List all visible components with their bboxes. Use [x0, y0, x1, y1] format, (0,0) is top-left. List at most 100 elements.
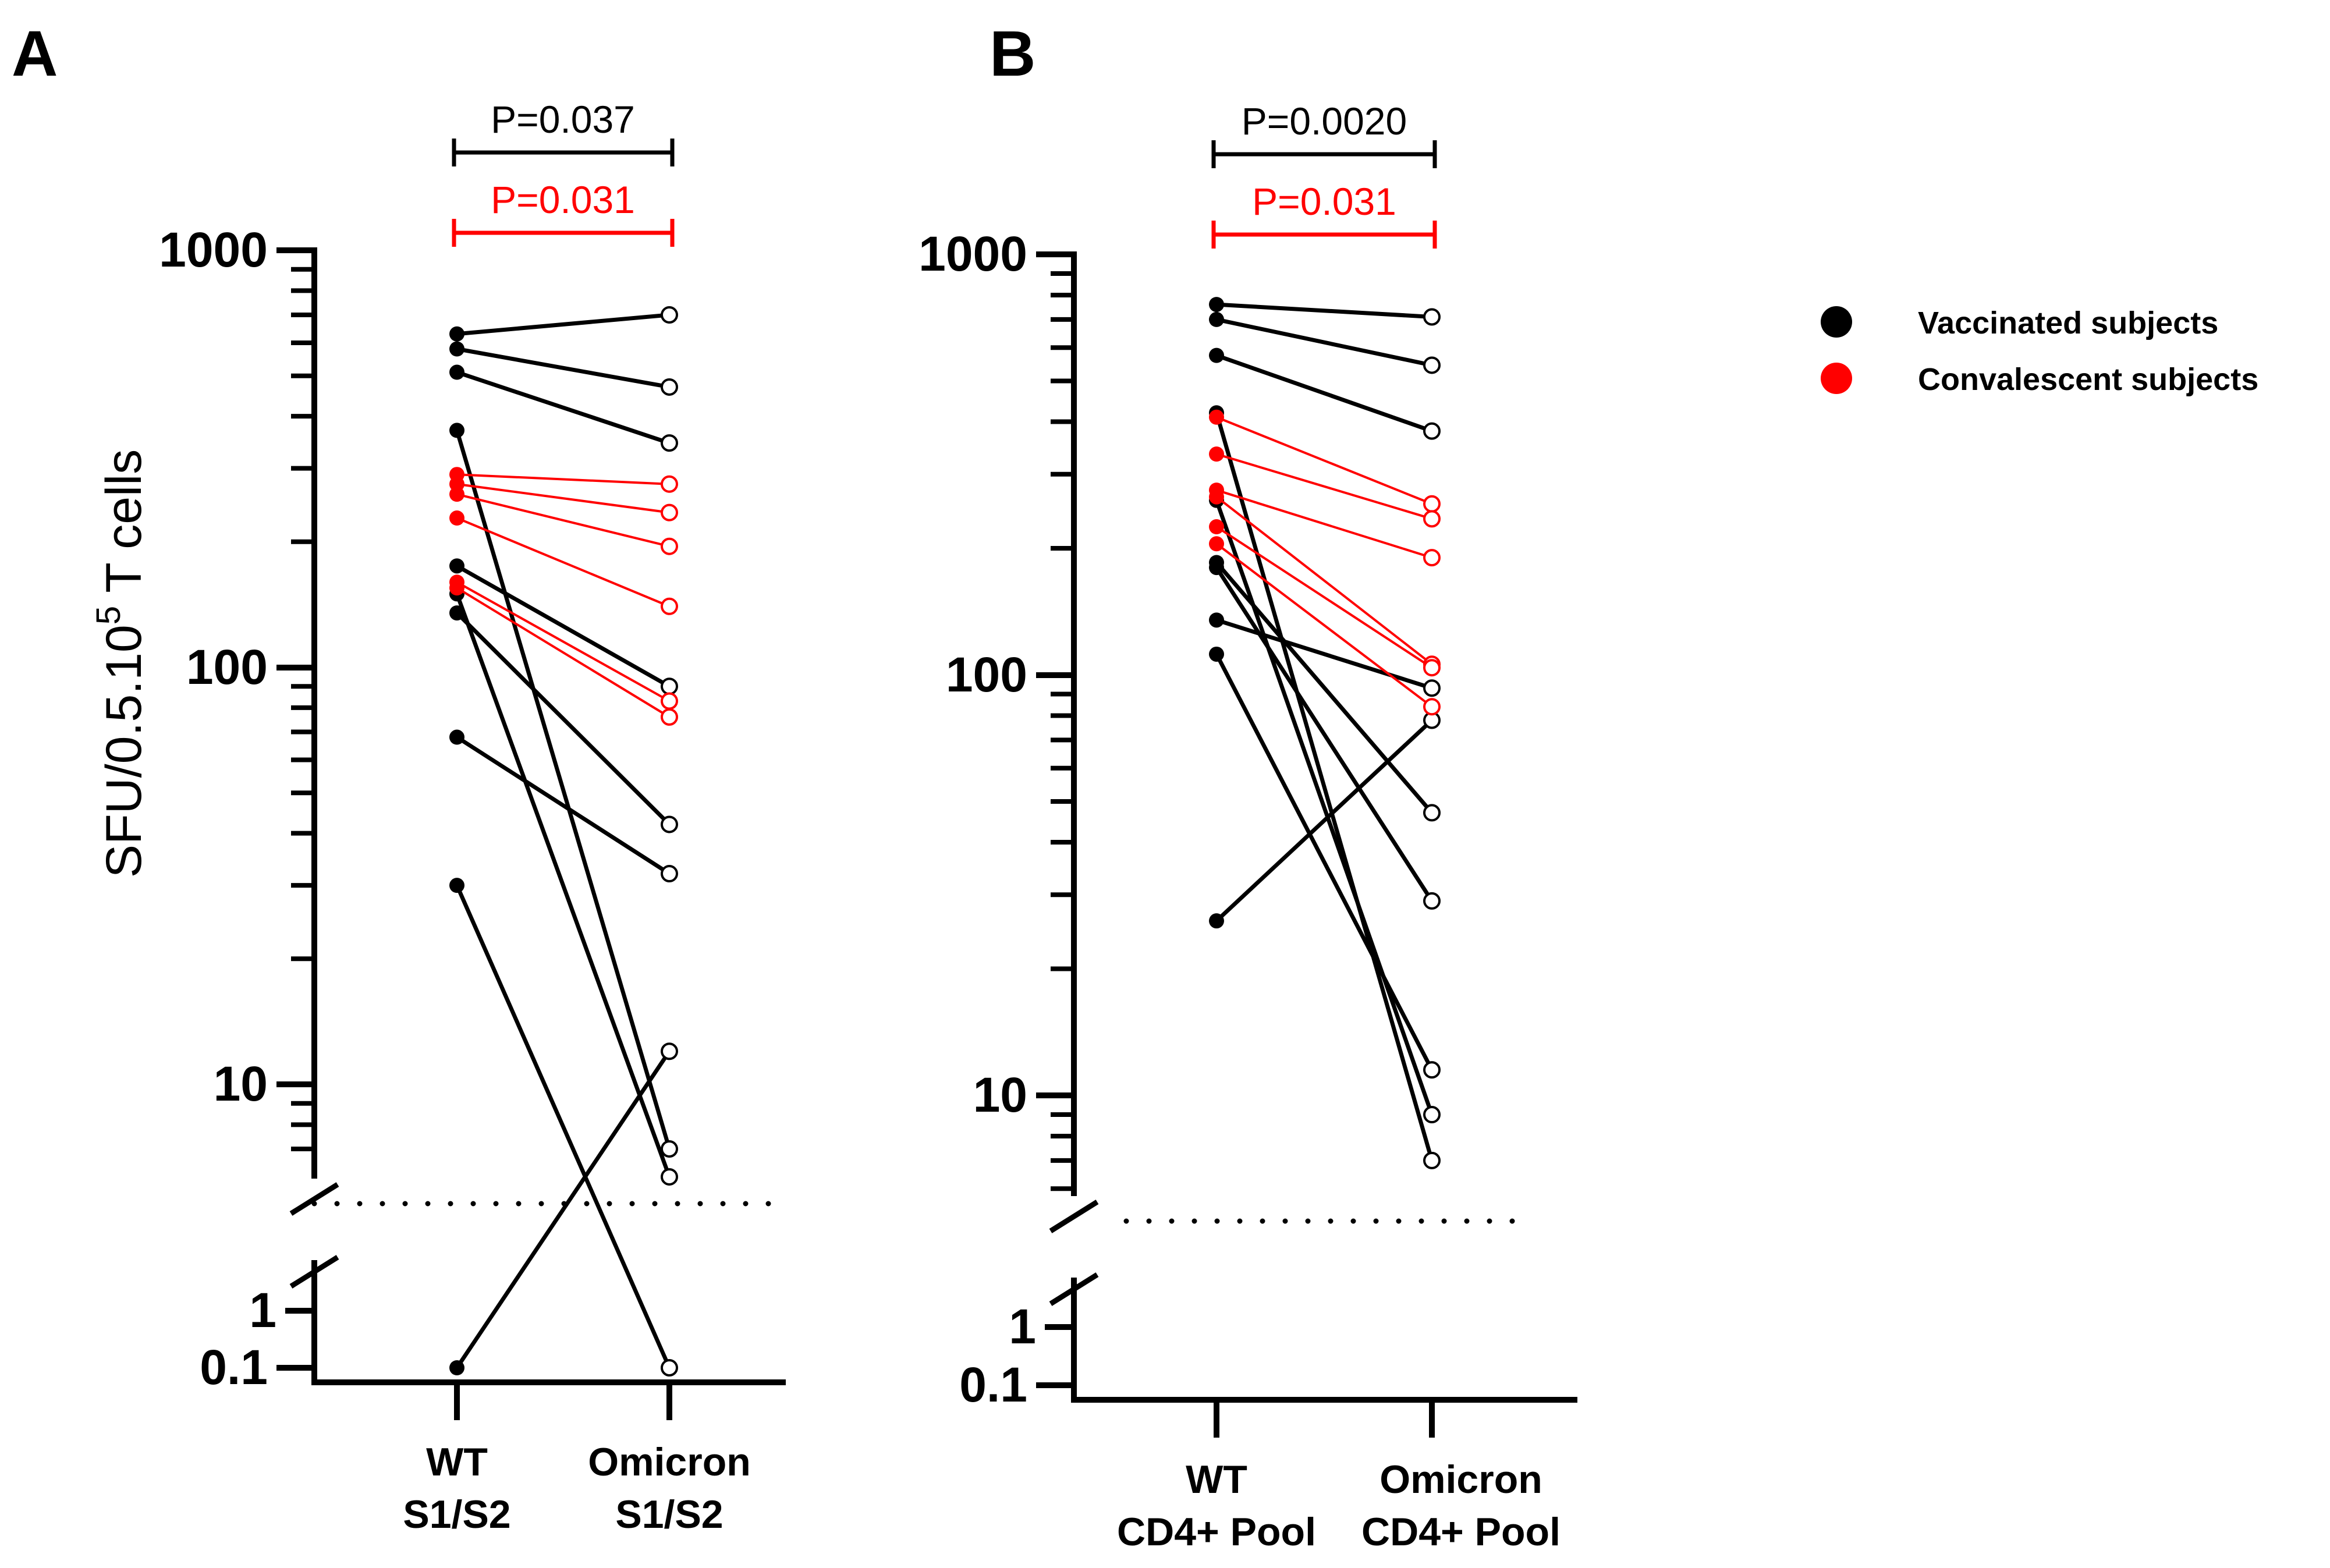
point-omicron [1423, 510, 1441, 528]
category-label-wt: WT [1186, 1457, 1247, 1502]
data-pair-vaccinated [449, 605, 678, 833]
data-pair-convalescent [449, 510, 678, 615]
category-label-omicron: Omicron [588, 1440, 751, 1484]
panel-a-data-pairs [449, 306, 678, 1377]
pair-line [456, 370, 671, 445]
point-wt [1209, 409, 1224, 425]
point-wt [1209, 560, 1224, 576]
tick-label-1000: 1000 [918, 226, 1027, 281]
point-omicron [661, 815, 678, 833]
panel-b-pvalue-convalescent: P=0.031 [1211, 180, 1437, 249]
data-pair-convalescent [449, 487, 678, 555]
point-wt [1209, 347, 1224, 363]
pair-line [456, 517, 670, 608]
point-wt [449, 1360, 464, 1375]
pair-line [455, 430, 672, 1150]
pair-line [1215, 496, 1433, 665]
data-pair-vaccinated [449, 306, 678, 342]
pair-line [1216, 453, 1432, 520]
point-omicron [661, 677, 678, 696]
data-pair-vaccinated [449, 364, 678, 452]
point-omicron [661, 1042, 678, 1060]
pair-line [456, 581, 670, 703]
tick-label-0.1: 0.1 [200, 1340, 268, 1395]
point-wt [449, 605, 464, 621]
point-omicron [1423, 356, 1441, 374]
point-wt [449, 341, 464, 357]
panel-a-y-axis: 1000 100 10 1 0.1 [159, 222, 339, 1395]
tick-label-10: 10 [214, 1056, 268, 1111]
pair-line [456, 473, 670, 485]
point-omicron [1423, 892, 1441, 910]
point-omicron [1423, 1061, 1441, 1079]
point-omicron [661, 378, 678, 396]
tick-label-0.1: 0.1 [959, 1357, 1027, 1412]
point-omicron [1423, 1151, 1441, 1169]
data-pair-vaccinated [449, 586, 678, 1186]
point-wt [1209, 913, 1224, 929]
point-omicron [661, 537, 678, 555]
legend-marker-convalescent [1821, 363, 1852, 394]
data-pair-convalescent [1209, 446, 1441, 528]
data-pair-convalescent [1209, 519, 1441, 677]
pair-line [1214, 653, 1434, 1071]
point-wt [449, 878, 464, 893]
point-omicron [661, 1140, 678, 1158]
panel-a-pvalue-vaccinated: P=0.037 [452, 98, 675, 166]
data-pair-vaccinated [1209, 612, 1441, 697]
panel-a-y-axis-label: SFU/0.5.105 T cells [90, 449, 152, 878]
point-wt [1209, 519, 1224, 535]
data-pair-vaccinated [1209, 347, 1441, 440]
panel-b-pvalue-vaccinated: P=0.0020 [1211, 100, 1437, 168]
data-pair-vaccinated [1209, 311, 1441, 374]
pair-line [1215, 561, 1434, 814]
pair-line [1215, 718, 1434, 923]
category-sublabel-omicron: CD4+ Pool [1361, 1510, 1561, 1554]
point-omicron [1423, 698, 1441, 716]
point-wt [1209, 646, 1224, 662]
data-pair-vaccinated [449, 423, 678, 1158]
point-omicron [661, 503, 678, 522]
data-pair-vaccinated [1209, 560, 1441, 910]
pair-line [456, 493, 670, 548]
pair-line [456, 347, 670, 389]
point-omicron [661, 708, 678, 726]
pair-line [1215, 542, 1433, 708]
pair-line [1214, 412, 1434, 1161]
tick-label-1: 1 [1009, 1299, 1036, 1354]
point-omicron [1423, 1106, 1441, 1124]
panel-a-pvalue-vaccinated-label: P=0.037 [491, 98, 635, 141]
data-pair-convalescent [449, 476, 678, 522]
category-label-wt: WT [426, 1440, 488, 1484]
panel-b-x-axis: WT CD4+ Pool Omicron CD4+ Pool [1071, 1397, 1577, 1554]
data-pair-convalescent [449, 580, 678, 726]
point-omicron [661, 1168, 678, 1186]
data-pair-vaccinated [1209, 492, 1441, 1124]
panel-b-pvalue-vaccinated-label: P=0.0020 [1242, 100, 1407, 143]
data-pair-vaccinated [449, 558, 678, 696]
panel-a: A SFU/0.5.105 T cells 1000 100 10 1 0.1 … [12, 18, 786, 1537]
data-pair-convalescent [1209, 536, 1441, 716]
panel-a-letter: A [12, 18, 58, 90]
category-label-omicron: Omicron [1379, 1457, 1542, 1502]
panel-a-x-axis: WT S1/S2 Omicron S1/S2 [311, 1379, 786, 1537]
data-pair-vaccinated [1209, 297, 1441, 326]
point-wt [449, 510, 464, 526]
data-pair-convalescent [1209, 409, 1441, 513]
pair-line [456, 587, 671, 718]
panel-a-pvalue-convalescent-label: P=0.031 [491, 178, 635, 221]
point-wt [1209, 536, 1224, 552]
data-pair-vaccinated [1209, 711, 1441, 929]
panel-b-pvalue-convalescent-label: P=0.031 [1252, 180, 1396, 223]
point-wt [1209, 311, 1224, 327]
pair-line [455, 884, 672, 1369]
point-wt [449, 580, 464, 596]
point-wt [1209, 612, 1224, 628]
point-omicron [1423, 659, 1441, 677]
pair-line [455, 593, 672, 1178]
pair-line [1215, 526, 1433, 669]
tick-label-10: 10 [973, 1067, 1027, 1122]
category-sublabel-wt: S1/S2 [403, 1492, 510, 1537]
point-wt [1209, 446, 1224, 462]
